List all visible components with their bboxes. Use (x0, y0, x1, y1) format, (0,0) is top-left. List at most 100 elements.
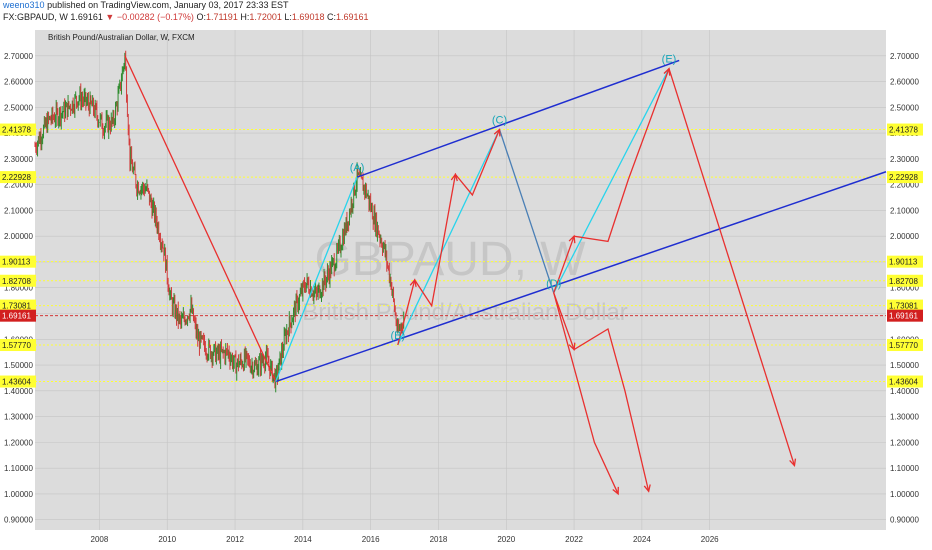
level-label-left: 1.82708 (2, 277, 31, 286)
price-chart[interactable]: GBPAUD, W British Pound/Australian Dolla… (0, 28, 932, 550)
projection-arrowhead (493, 128, 501, 137)
x-tick-label: 2022 (565, 535, 583, 544)
watermark-symbol: GBPAUD, W (314, 233, 586, 286)
y-tick-label: 1.40000 (890, 387, 919, 396)
projection-arrowhead (409, 278, 417, 287)
level-label-right-bg (887, 274, 923, 287)
red-decline-line (124, 55, 277, 382)
level-label-left: 2.22928 (2, 173, 31, 182)
y-tick-label: 0.90000 (4, 516, 33, 525)
y-tick-label: 1.00000 (890, 490, 919, 499)
channel-line (356, 59, 680, 178)
level-label-right: 1.90113 (889, 258, 918, 267)
y-tick-label: 1.40000 (4, 387, 33, 396)
wave-label: (C) (492, 114, 507, 126)
y-tick-label: 2.70000 (890, 52, 919, 61)
level-label-right: 1.43604 (889, 378, 918, 387)
y-tick-label: 2.60000 (890, 78, 919, 87)
current-price-label-left-bg (0, 309, 36, 322)
symbol-label: FX:GBPAUD, W (3, 12, 68, 22)
level-label-right: 2.41378 (889, 126, 918, 135)
author-link[interactable]: weeno310 (3, 0, 45, 10)
projection-path (553, 292, 650, 492)
projection-arrowhead (643, 484, 651, 493)
y-tick-label: 1.10000 (890, 464, 919, 473)
level-label-left-bg (0, 274, 36, 287)
level-label-left-bg (0, 375, 36, 388)
wave-label: (D) (546, 278, 561, 290)
level-label-left: 1.90113 (2, 258, 31, 267)
high-value: 1.72001 (249, 12, 282, 22)
x-tick-label: 2008 (91, 535, 109, 544)
x-tick-label: 2026 (701, 535, 719, 544)
close-value: 1.69161 (335, 12, 369, 22)
level-label-left-bg (0, 123, 36, 136)
y-tick-label: 2.30000 (4, 155, 33, 164)
level-label-right: 2.22928 (889, 173, 918, 182)
y-tick-label: 2.00000 (4, 232, 33, 241)
y-tick-label: 1.30000 (4, 413, 33, 422)
level-label-right: 1.73081 (889, 302, 918, 311)
y-tick-label: 2.10000 (890, 206, 919, 215)
level-label-left: 1.57770 (2, 341, 31, 350)
x-tick-label: 2016 (362, 535, 380, 544)
projection-arrowhead (612, 486, 619, 496)
level-label-right: 1.57770 (889, 341, 918, 350)
x-tick-label: 2014 (294, 535, 312, 544)
open-value: 1.71191 (205, 12, 238, 22)
level-label-left: 2.41378 (2, 126, 31, 135)
y-tick-label: 2.70000 (4, 52, 33, 61)
projection-path (668, 68, 796, 466)
y-tick-label: 0.90000 (890, 516, 919, 525)
y-tick-label: 2.50000 (4, 103, 33, 112)
y-tick-label: 1.50000 (4, 361, 33, 370)
y-axis-right: 0.90000 1.00000 1.10000 1.20000 1.30000 1.400… (890, 52, 919, 525)
wave-label: (B) (390, 330, 405, 342)
current-price-label-right-bg (887, 309, 923, 322)
level-label-left-bg (0, 299, 36, 312)
y-tick-label: 2.60000 (4, 78, 33, 87)
level-label-left-bg (0, 171, 36, 184)
wave-a-line (275, 176, 358, 382)
current-price-label-right: 1.69161 (889, 312, 918, 321)
open-label: O: (196, 12, 206, 22)
symbol-header: FX:GBPAUD, W 1.69161 ▼ −0.00282 (−0.17%)… (3, 12, 369, 23)
level-label-left: 1.73081 (2, 302, 31, 311)
level-label-right-bg (887, 123, 923, 136)
y-tick-label: 2.30000 (890, 155, 919, 164)
level-label-right-bg (887, 375, 923, 388)
publish-info: published on TradingView.com, January 03… (47, 0, 289, 10)
y-tick-label: 1.30000 (890, 413, 919, 422)
projection-path (553, 68, 670, 294)
close-label: C: (326, 12, 336, 22)
channel-line (275, 171, 887, 383)
y-tick-label: 1.20000 (4, 438, 33, 447)
watermark: GBPAUD, W British Pound/Australian Dolla… (302, 233, 628, 326)
x-tick-label: 2012 (226, 535, 244, 544)
level-labels: 2.41378 2.41378 2.22928 2.22928 1.90113 1.901… (0, 123, 923, 388)
level-label-right: 1.82708 (889, 277, 918, 286)
y-tick-label: 2.50000 (890, 103, 919, 112)
last-price: 1.69161 (70, 12, 103, 22)
projection-arrowhead (568, 234, 576, 244)
level-label-right-bg (887, 299, 923, 312)
watermark-name: British Pound/Australian Dollar (302, 299, 628, 326)
projection-arrowhead (568, 342, 576, 351)
low-label: L: (284, 12, 292, 22)
y-tick-label: 1.10000 (4, 464, 33, 473)
down-arrow-icon: ▼ (105, 12, 115, 22)
publish-header: weeno310 published on TradingView.com, J… (3, 0, 289, 11)
wave-c-line (397, 129, 501, 346)
x-tick-label: 2024 (633, 535, 651, 544)
wave-label: (E) (662, 54, 677, 66)
y-tick-label: 1.50000 (890, 361, 919, 370)
low-value: 1.69018 (291, 12, 325, 22)
y-tick-label: 2.20000 (890, 181, 919, 190)
level-label-right-bg (887, 171, 923, 184)
wave-e-line (553, 68, 670, 294)
price-bars (34, 50, 405, 393)
current-price-label-left: 1.69161 (2, 312, 31, 321)
y-tick-label: 2.10000 (4, 206, 33, 215)
level-label-right-bg (887, 255, 923, 268)
x-tick-label: 2018 (430, 535, 448, 544)
